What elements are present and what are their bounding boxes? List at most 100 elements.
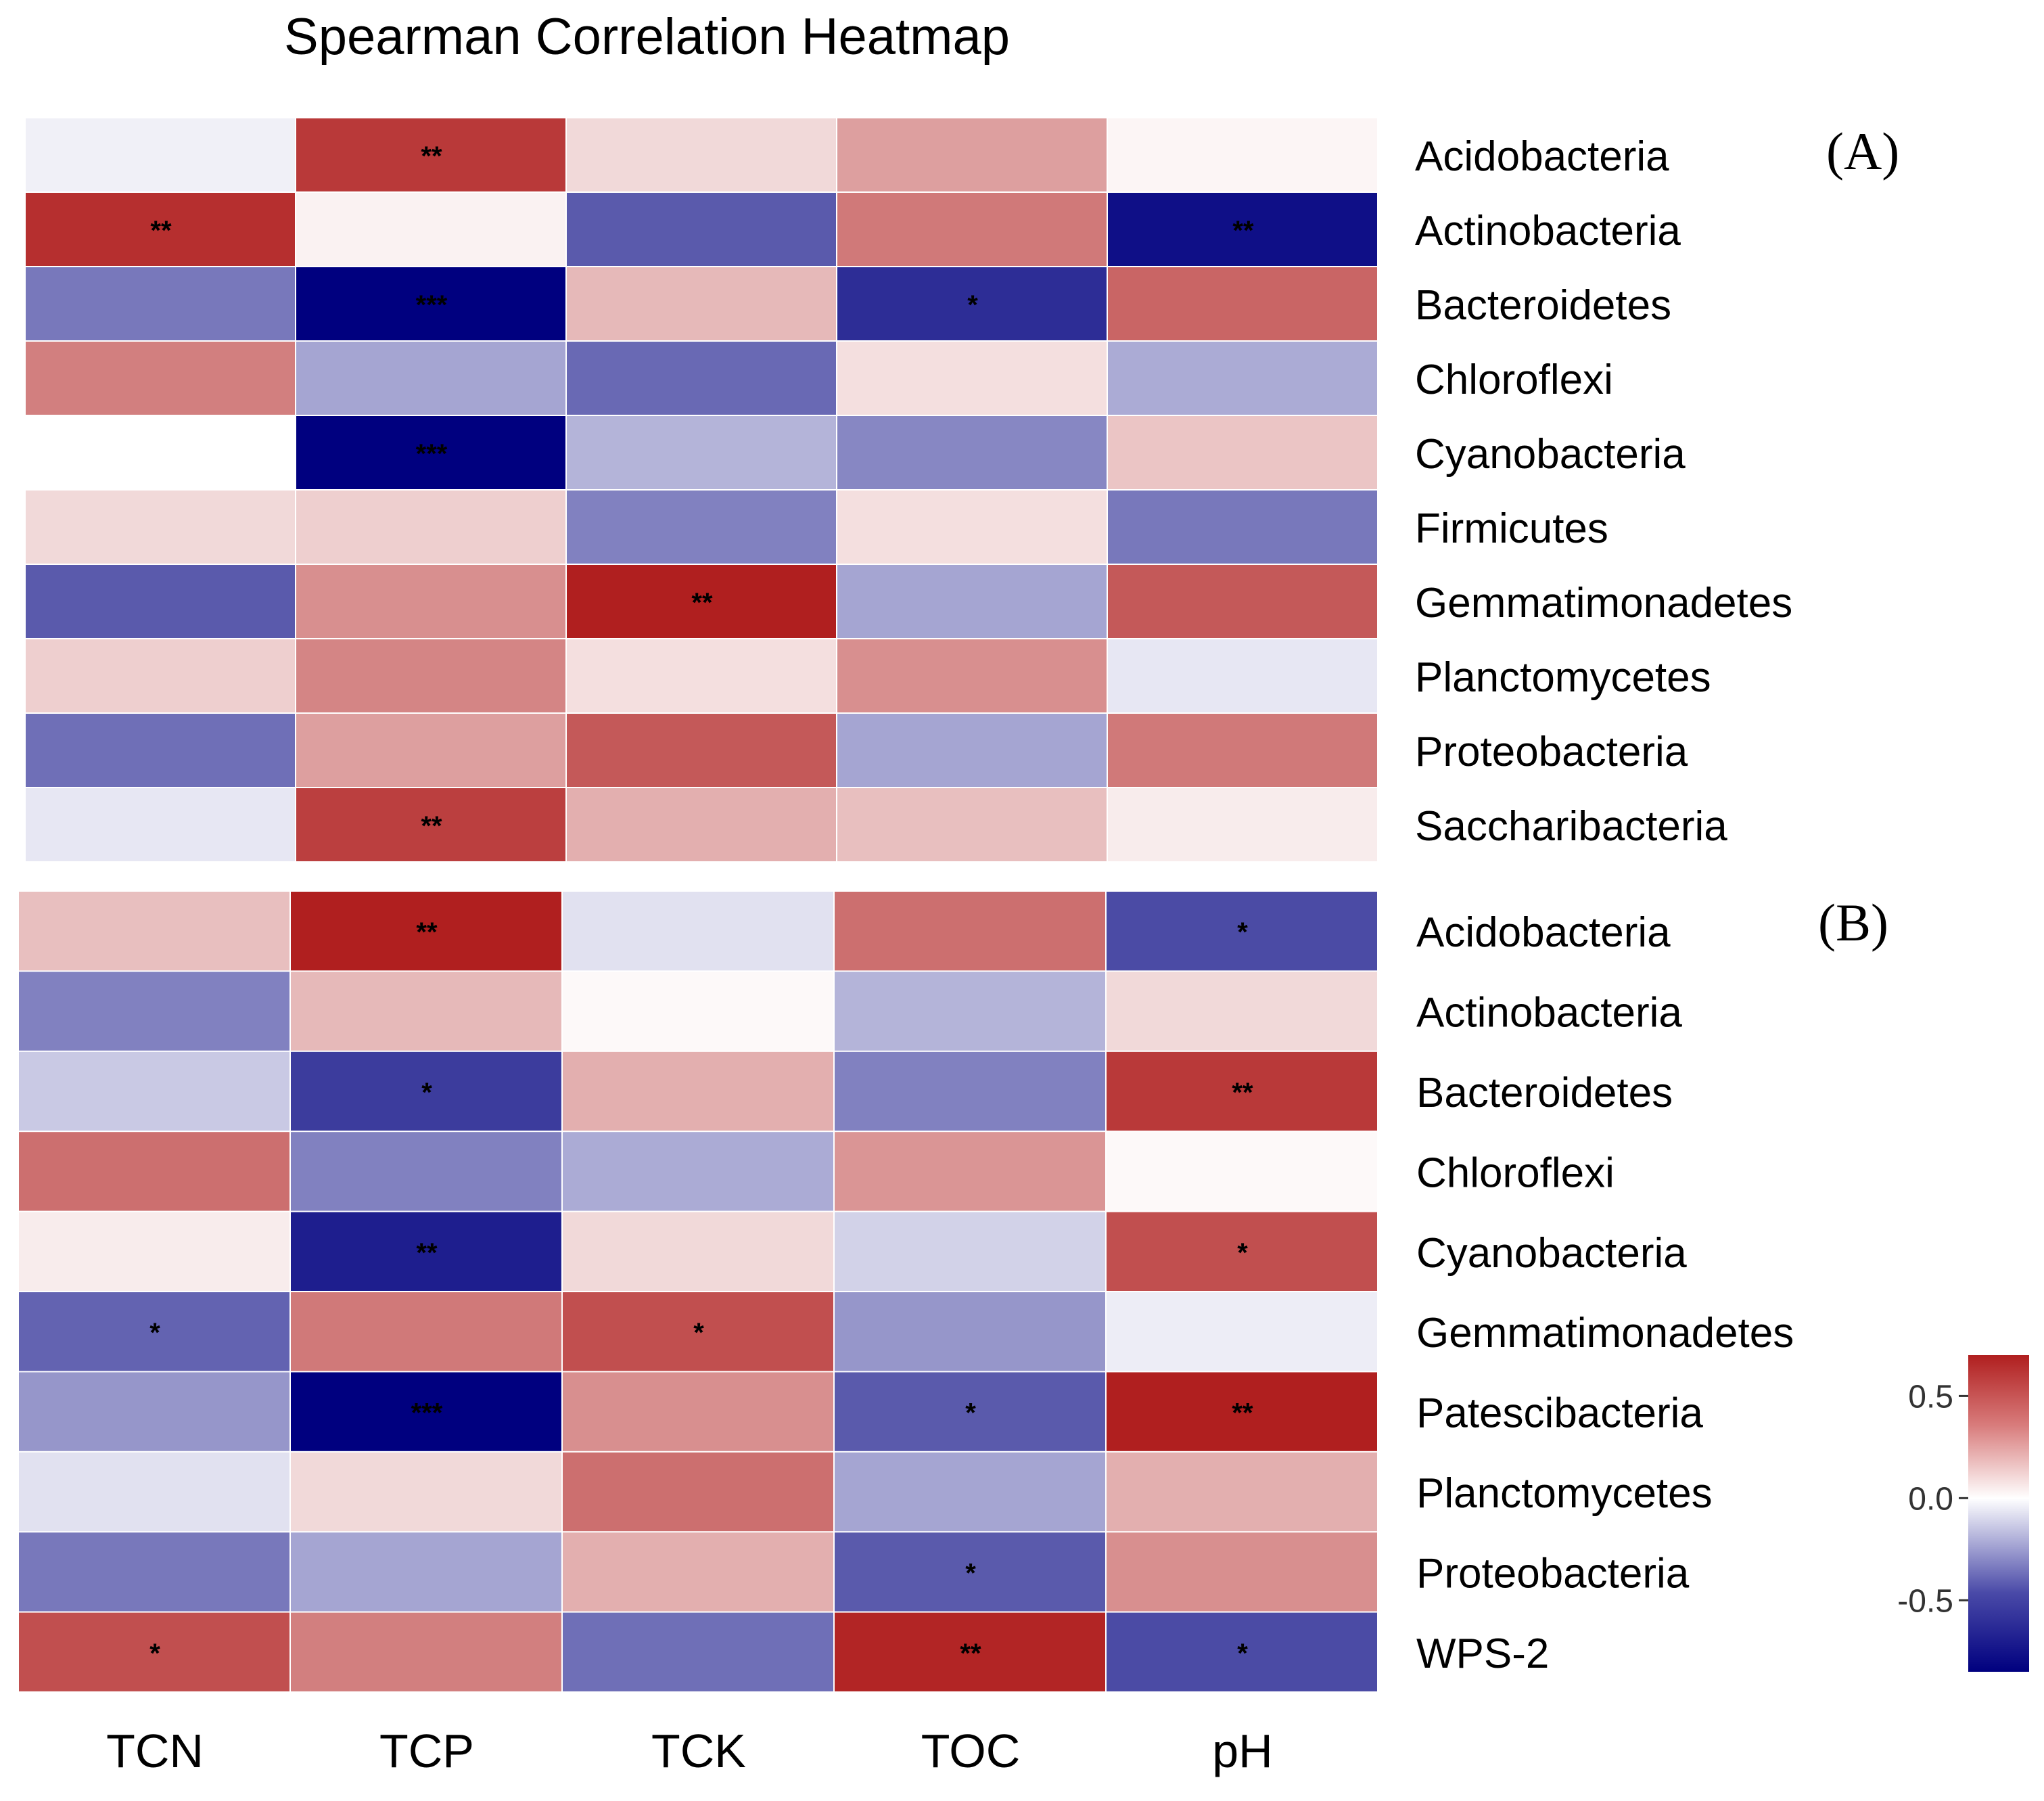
significance-mark: * [421,1078,432,1108]
significance-mark: * [149,1318,160,1348]
heatmap-cell [291,972,561,1051]
heatmap-cell [835,1452,1105,1532]
row-label: Proteobacteria [1416,1550,1690,1597]
panel-a-heatmap: ** Acidobacteria** ** Actinobacteria*** * Bac… [26,118,1792,861]
heatmap-cell [563,1372,833,1451]
heatmap-cell [837,565,1107,638]
row-label: Chloroflexi [1416,1149,1615,1196]
significance-mark: ** [1232,1078,1253,1108]
heatmap-cell [567,342,836,415]
column-label: TOC [921,1725,1021,1777]
significance-mark: ** [150,216,172,246]
heatmap-cell [19,1292,289,1371]
significance-mark: ** [1232,1398,1253,1428]
row-label: Bacteroidetes [1416,1070,1673,1116]
heatmap-cell [296,788,565,861]
significance-mark: ** [1232,216,1254,246]
heatmap-cell [19,1532,289,1612]
row-label: Firmicutes [1415,505,1608,552]
significance-mark: ** [416,917,438,947]
heatmap-cell [1108,714,1377,787]
heatmap-cell [1108,788,1377,861]
heatmap-cell [835,892,1105,971]
heatmap-cell [1107,1452,1377,1532]
heatmap-cell [1108,639,1377,712]
row-label: Cyanobacteria [1416,1230,1687,1277]
heatmap-cell [296,639,565,712]
heatmap-cell [567,193,836,266]
heatmap-cell [19,972,289,1051]
colorbar-tick-label: -0.5 [1897,1583,1953,1619]
row-label: Acidobacteria [1415,133,1669,180]
significance-mark: *** [411,1398,443,1428]
heatmap-cell [1108,267,1377,340]
heatmap-cell [26,565,295,638]
heatmap-cell [837,193,1107,266]
heatmap-cell [19,1452,289,1532]
heatmap-cell [835,1292,1105,1371]
heatmap-cell [1108,193,1377,266]
heatmap-cell [567,118,836,191]
column-label: TCK [651,1725,746,1777]
heatmap-cell [837,491,1107,564]
heatmap-cell [563,892,833,971]
heatmap-cell [567,639,836,712]
heatmap-cell [1108,118,1377,191]
heatmap-cell [567,565,836,638]
significance-mark: ** [421,811,442,841]
heatmap-cell [291,1132,561,1211]
significance-mark: * [1237,1238,1248,1268]
heatmap-cell [1107,892,1377,971]
row-label: Acidobacteria [1416,909,1671,956]
heatmap-cell [291,1612,561,1691]
heatmap-cell [837,118,1107,191]
significance-mark: ** [421,141,442,171]
column-label: TCN [106,1725,204,1777]
heatmap-cell [837,639,1107,712]
heatmap-cell [291,1532,561,1612]
row-label: Gemmatimonadetes [1415,580,1792,626]
heatmap-cell [1108,416,1377,489]
heatmap-cell [26,491,295,564]
significance-mark: * [965,1558,976,1588]
chart-title: Spearman Correlation Heatmap [284,8,1010,66]
colorbar-tick-label: 0.0 [1908,1481,1953,1517]
heatmap-cell [1108,342,1377,415]
heatmap-cell [1107,1612,1377,1691]
heatmap-cell [837,267,1107,340]
heatmap-cell [835,1532,1105,1612]
heatmap-cell [563,1452,833,1532]
heatmap-cell [26,788,295,861]
significance-mark: ** [691,588,713,618]
heatmap-cell [296,565,565,638]
row-label: Cyanobacteria [1415,431,1686,478]
significance-mark: ** [416,1238,438,1268]
heatmap-cell [26,267,295,340]
heatmap-cell [563,1292,833,1371]
row-label: Actinobacteria [1415,208,1681,254]
row-label: Gemmatimonadetes [1416,1310,1794,1357]
heatmap-cell [291,1372,561,1451]
colorbar-tick-label: 0.5 [1908,1379,1953,1415]
heatmap-cell [291,1292,561,1371]
heatmap-cell [1107,972,1377,1051]
row-label: Chloroflexi [1415,357,1613,403]
heatmap-cell [1108,565,1377,638]
column-label: TCP [379,1725,474,1777]
row-label: Patescibacteria [1416,1390,1703,1437]
heatmap-cell [1107,1212,1377,1291]
heatmap-cell [563,1132,833,1211]
significance-mark: *** [416,439,448,469]
heatmap-cell [1108,491,1377,564]
heatmap-cell [563,1212,833,1291]
heatmap-cell [296,416,565,489]
heatmap-cell [296,193,565,266]
heatmap-cell [835,1051,1105,1131]
heatmap-cell [26,118,295,191]
heatmap-cell [291,892,561,971]
panel-a-label: (A) [1826,122,1899,181]
heatmap-cell [296,118,565,191]
heatmap-cell [26,342,295,415]
heatmap-cell [1107,1372,1377,1451]
